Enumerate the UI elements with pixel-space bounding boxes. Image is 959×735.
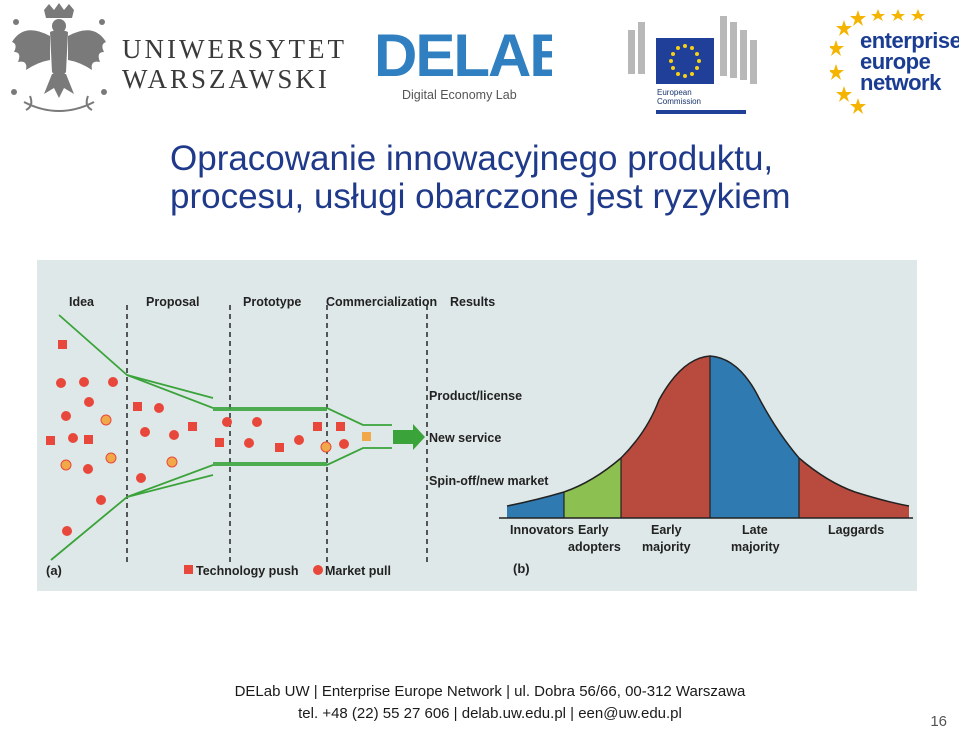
segment-early-majority bbox=[621, 356, 710, 518]
legend-market-pull: Market pull bbox=[325, 564, 391, 578]
segment-early-adopters bbox=[564, 458, 621, 518]
label-late-majority-1: Late bbox=[742, 523, 768, 537]
stage-label-prototype: Prototype bbox=[243, 295, 301, 309]
innovation-figure: Idea Proposal Prototype Commercializatio… bbox=[37, 260, 917, 591]
legend-technology-push-marker bbox=[184, 565, 193, 574]
label-innovators: Innovators bbox=[510, 523, 574, 537]
stage-label-results: Results bbox=[450, 295, 495, 309]
label-early-adopters-2: adopters bbox=[568, 540, 621, 554]
funnel-lines bbox=[50, 314, 392, 561]
stage-dividers bbox=[126, 305, 428, 565]
ec-name-line2: Commission bbox=[657, 97, 702, 106]
idea-items bbox=[46, 340, 371, 536]
legend-market-pull-marker bbox=[313, 565, 323, 575]
een-line2: europe bbox=[860, 49, 931, 74]
page-number: 16 bbox=[930, 713, 947, 730]
segment-laggards bbox=[799, 458, 909, 518]
slide-title: Opracowanie innowacyjnego produktu, proc… bbox=[170, 140, 890, 216]
eagle-crest-icon bbox=[11, 3, 107, 112]
innovation-diagram: Idea Proposal Prototype Commercializatio… bbox=[46, 295, 913, 578]
result-product-license: Product/license bbox=[429, 389, 522, 403]
university-name-line2: WARSZAWSKI bbox=[122, 64, 330, 94]
label-early-majority-2: majority bbox=[642, 540, 691, 554]
delab-subtitle: Digital Economy Lab bbox=[402, 88, 517, 102]
ec-name-line1: European bbox=[657, 88, 692, 97]
stage-label-idea: Idea bbox=[69, 295, 95, 309]
delab-wordmark: DELAB bbox=[374, 22, 573, 89]
footer-address: DELab UW | Enterprise Europe Network | u… bbox=[234, 683, 746, 700]
footer-contact: tel. +48 (22) 55 27 606 | delab.uw.edu.p… bbox=[298, 705, 682, 722]
label-late-majority-2: majority bbox=[731, 540, 780, 554]
een-line1: enterprise bbox=[860, 28, 959, 53]
european-commission-logo: European Commission bbox=[624, 8, 764, 118]
adoption-curve bbox=[499, 355, 913, 519]
result-new-service: New service bbox=[429, 431, 501, 445]
star-row-icon bbox=[871, 9, 925, 21]
result-arrow-icon bbox=[393, 424, 425, 450]
panel-a-label: (a) bbox=[46, 563, 62, 578]
label-laggards: Laggards bbox=[828, 523, 884, 537]
svg-text:DELAB: DELAB bbox=[374, 22, 552, 82]
star-arc-icon bbox=[830, 10, 866, 114]
result-spinoff-new-market: Spin-off/new market bbox=[429, 474, 549, 488]
segment-late-majority bbox=[710, 356, 799, 518]
legend-technology-push: Technology push bbox=[196, 564, 299, 578]
delab-logo: DELAB Digital Economy Lab bbox=[372, 20, 573, 115]
panel-b-label: (b) bbox=[513, 561, 530, 576]
logo-bar: UNIWERSYTET WARSZAWSKI DELAB Digital Eco… bbox=[0, 0, 959, 120]
university-logo: UNIWERSYTET WARSZAWSKI bbox=[4, 2, 344, 118]
stage-label-commercialization: Commercialization bbox=[326, 295, 437, 309]
enterprise-europe-network-logo: enterprise europe network bbox=[830, 8, 959, 116]
label-early-majority-1: Early bbox=[651, 523, 682, 537]
een-line3: network bbox=[860, 70, 941, 95]
label-early-adopters-1: Early bbox=[578, 523, 609, 537]
ec-building-icon bbox=[628, 16, 757, 114]
slide-title-line2: procesu, usługi obarczone jest ryzykiem bbox=[170, 177, 791, 216]
segment-innovators bbox=[507, 492, 564, 518]
slide-title-line1: Opracowanie innowacyjnego produktu, bbox=[170, 139, 774, 178]
university-name-line1: UNIWERSYTET bbox=[122, 34, 347, 64]
stage-label-proposal: Proposal bbox=[146, 295, 200, 309]
